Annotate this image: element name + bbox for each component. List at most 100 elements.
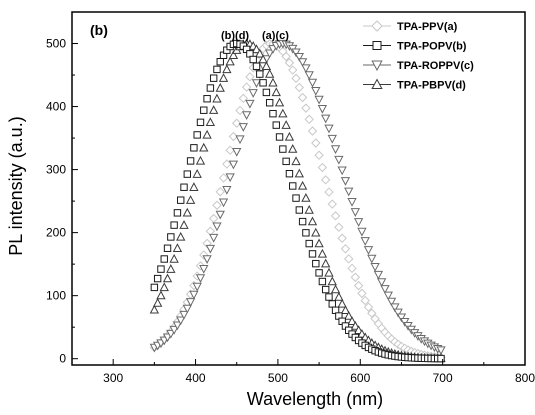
data-point (330, 284, 341, 294)
data-point (202, 255, 212, 264)
annotation-bd: (b)(d) (221, 30, 249, 42)
data-point (304, 204, 314, 214)
data-point (222, 64, 232, 74)
data-point (297, 180, 308, 190)
data-point (337, 298, 347, 308)
data-point (337, 166, 347, 176)
data-point (268, 77, 278, 87)
data-point (199, 265, 209, 274)
data-point (350, 208, 361, 217)
data-point (328, 300, 336, 308)
y-tick-label: 0 (59, 352, 66, 366)
data-point (218, 198, 229, 208)
data-point (259, 79, 267, 87)
data-point (278, 108, 288, 118)
x-tick-label: 600 (350, 371, 370, 385)
data-point (193, 131, 201, 139)
data-point (209, 74, 218, 82)
x-tick-label: 400 (186, 371, 206, 385)
data-point (274, 97, 285, 107)
data-point (185, 195, 196, 204)
data-point (256, 70, 264, 78)
data-point (377, 278, 387, 287)
data-point (182, 304, 192, 314)
data-point (437, 354, 445, 363)
data-point (261, 61, 272, 70)
data-point (334, 222, 344, 232)
data-point (173, 209, 182, 217)
data-point (302, 229, 310, 237)
data-point (340, 244, 351, 254)
data-point (176, 231, 186, 241)
data-point (208, 233, 219, 243)
data-point (327, 134, 337, 144)
data-point (183, 170, 192, 178)
data-point (225, 56, 235, 66)
annotation-ac: (a)(c) (262, 30, 289, 42)
data-point (291, 156, 301, 166)
data-point (304, 71, 314, 81)
y-tick-label: 300 (46, 163, 66, 177)
data-point (324, 187, 334, 197)
x-tick-label: 500 (268, 371, 288, 385)
data-point (357, 227, 367, 237)
plot-frame (71, 11, 526, 366)
data-point (216, 58, 224, 66)
data-point (212, 93, 222, 103)
data-point (199, 142, 209, 152)
data-point (245, 99, 255, 109)
data-point (330, 211, 341, 221)
data-point (215, 82, 225, 92)
legend-label: TPA-PBPV(d) (397, 80, 466, 92)
data-point (327, 199, 337, 209)
data-point (305, 239, 313, 248)
data-point (334, 291, 344, 301)
axes: 300 400 500 600 700 800 0 100 200 300 400 500 (46, 37, 535, 385)
data-point (360, 237, 370, 246)
data-point (363, 246, 374, 255)
data-point (232, 147, 242, 157)
data-point (206, 84, 215, 92)
data-point (241, 82, 252, 92)
data-point (311, 86, 321, 96)
data-point (252, 62, 261, 70)
data-point (150, 283, 159, 292)
legend-label: TPA-PPV(a) (397, 21, 458, 33)
data-point (262, 88, 271, 97)
data-point (321, 114, 331, 124)
data-point (307, 78, 318, 88)
data-point (149, 304, 160, 314)
data-point (318, 277, 327, 286)
data-point (304, 114, 314, 125)
y-tick-label: 400 (46, 100, 66, 114)
data-point (317, 104, 328, 114)
series-TPA-ROPPV(c) (149, 39, 446, 356)
data-point (225, 145, 235, 155)
data-point (281, 120, 291, 129)
data-point (292, 194, 300, 202)
data-point (393, 308, 403, 318)
y-tick-label: 200 (46, 226, 66, 240)
x-axis-title: Wavelength (nm) (247, 389, 383, 409)
legend-marker (372, 41, 382, 50)
data-point (386, 297, 397, 307)
data-point (317, 248, 328, 258)
data-point (190, 144, 198, 152)
legend-label: TPA-ROPPV(c) (397, 60, 474, 72)
data-point (186, 157, 195, 165)
data-point (189, 290, 199, 300)
data-point (166, 329, 176, 339)
data-point (334, 155, 344, 165)
data-point (297, 58, 308, 68)
legend-marker (371, 20, 383, 32)
data-point (311, 227, 321, 237)
data-point (301, 64, 311, 74)
data-point (285, 169, 294, 178)
data-point (238, 123, 248, 132)
data-point (159, 282, 169, 292)
data-point (321, 258, 331, 268)
data-point (185, 298, 196, 307)
data-point (180, 183, 188, 191)
data-point (360, 295, 370, 306)
